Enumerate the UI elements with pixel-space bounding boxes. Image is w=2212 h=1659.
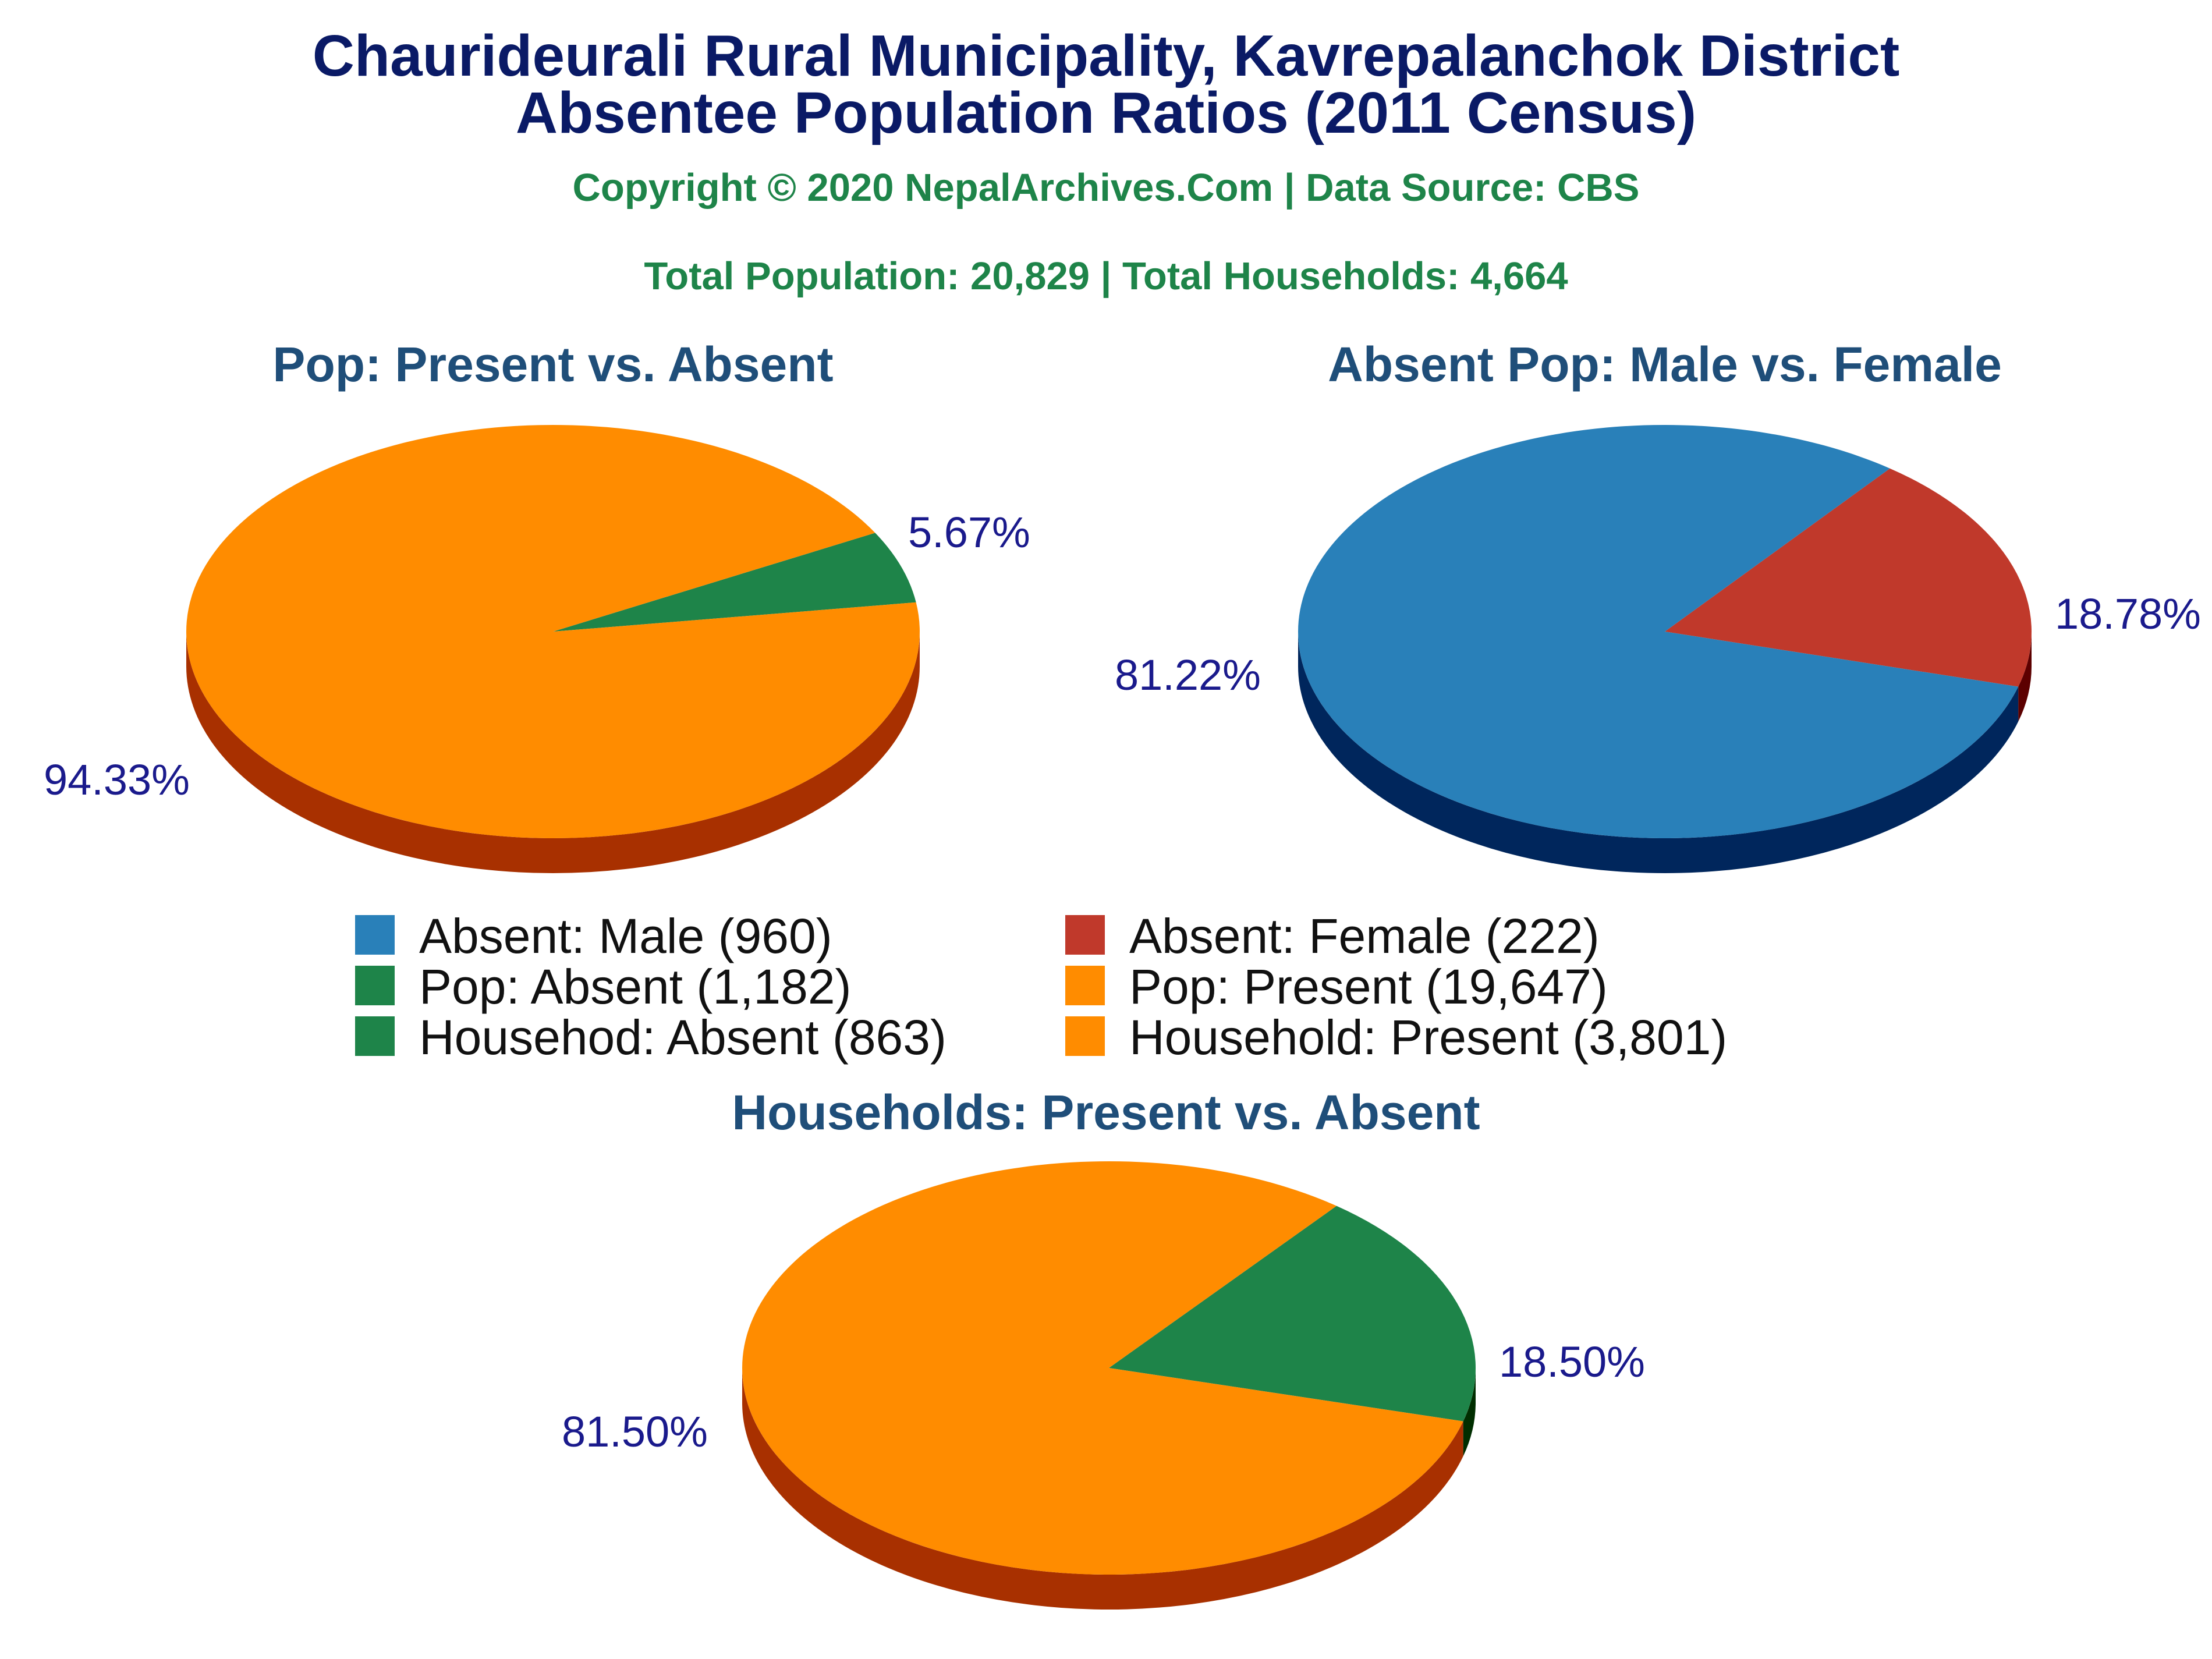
legend-swatch-3 [355, 966, 395, 1005]
legend-label-6: Household: Present (3,801) [1129, 1010, 1727, 1065]
legend-label-4: Pop: Present (19,647) [1129, 959, 1608, 1014]
pie-slice-1-2 [186, 424, 920, 838]
pie-slice-3-1 [1109, 1206, 1476, 1422]
pie-label-2-1: 18.78% [2055, 590, 2201, 638]
pie-slice-1-1 [553, 533, 916, 632]
pie-chart-1: Pop: Present vs. Absent 5.67% 94.33% [44, 337, 1030, 873]
pie-side-3-2 [742, 1368, 1463, 1610]
pie-side-2-2 [1298, 632, 2019, 874]
legend-label-1: Absent: Male (960) [419, 909, 832, 963]
pie-label-1-1: 5.67% [908, 508, 1030, 556]
copyright-text: Copyright © 2020 NepalArchives.Com | Dat… [573, 166, 1640, 210]
chart-title-line1: Chaurideurali Rural Municipality, Kavrep… [313, 23, 1900, 88]
pie-title-2: Absent Pop: Male vs. Female [1328, 337, 2002, 392]
pie-label-2-2: 81.22% [1115, 651, 1261, 699]
pie-label-1-2: 94.33% [44, 756, 190, 804]
pie-label-3-1: 18.50% [1499, 1338, 1645, 1386]
pie-side-3-1 [1463, 1368, 1476, 1456]
pie-title-3: Households: Present vs. Absent [732, 1085, 1480, 1140]
legend-swatch-1 [355, 915, 395, 955]
pie-side-1-2 [186, 632, 920, 873]
chart-title-line2: Absentee Population Ratios (2011 Census) [516, 80, 1696, 146]
legend-label-3: Pop: Absent (1,182) [419, 959, 852, 1014]
pie-slice-3-2 [742, 1161, 1463, 1575]
pie-slice-2-2 [1298, 424, 2019, 838]
pie-slice-2-1 [1665, 468, 2032, 687]
pie-chart-3: Households: Present vs. Absent 18.50% 81.5… [562, 1085, 1645, 1610]
legend-swatch-4 [1065, 966, 1105, 1005]
pie-label-3-2: 81.50% [562, 1408, 708, 1456]
legend-swatch-2 [1065, 915, 1105, 955]
legend: Absent: Male (960) Absent: Female (222)Po… [355, 909, 1727, 1065]
legend-label-5: Househod: Absent (863) [419, 1010, 947, 1065]
pie-side-2-1 [2018, 632, 2032, 722]
totals-text: Total Population: 20,829 | Total Househo… [644, 254, 1568, 299]
pie-title-1: Pop: Present vs. Absent [272, 337, 833, 392]
pies-group: Pop: Present vs. Absent 5.67% 94.33% Absent… [44, 337, 2201, 1610]
legend-swatch-5 [355, 1016, 395, 1056]
pie-chart-2: Absent Pop: Male vs. Female 18.78% 81.22% [1115, 337, 2201, 874]
legend-swatch-6 [1065, 1016, 1105, 1056]
legend-label-2: Absent: Female (222) [1129, 909, 1600, 963]
